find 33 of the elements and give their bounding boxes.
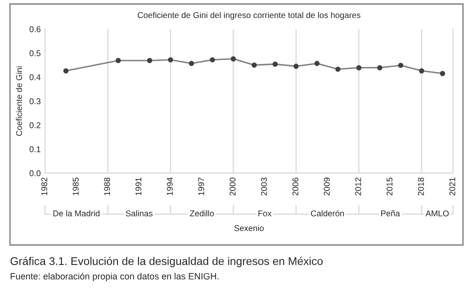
y-tick-label: 0.4 <box>30 74 41 80</box>
x-tick-label: 2009 <box>324 178 330 196</box>
x-tick-label: 1994 <box>166 177 173 196</box>
x-tick-label: 1985 <box>72 178 79 196</box>
y-axis-title: Coeficiente de Gini <box>16 66 22 136</box>
text: Salinas <box>126 210 153 216</box>
y-tick-label: 0.3 <box>30 98 40 104</box>
x-tick-label: 2000 <box>230 178 236 196</box>
text: Zedillo <box>190 210 214 216</box>
x-tick-label: 1988 <box>104 178 110 196</box>
y-tick-label: 0.1 <box>30 146 40 152</box>
x-tick-label: 2012 <box>355 178 362 196</box>
x-tick-label: 2003 <box>261 178 267 196</box>
x-tick-label: 2021 <box>449 178 456 196</box>
text: Fox <box>258 210 272 216</box>
y-tick-label: 0.5 <box>30 50 40 56</box>
y-tick-label: 0.0 <box>30 170 41 176</box>
x-axis-title: Sexenio <box>234 224 264 232</box>
x-tick-label: 2015 <box>386 178 392 196</box>
text: AMLO <box>426 210 449 216</box>
x-tick-label: 1982 <box>41 178 48 196</box>
y-tick-label: 0.6 <box>30 26 40 32</box>
x-tick-label: 2018 <box>418 178 424 196</box>
text: Gráfica 3.1. Evolución de la desigualdad de ingresos en México <box>10 256 323 268</box>
x-tick-label: 1991 <box>135 178 142 196</box>
y-tick-label: 0.2 <box>30 122 40 128</box>
text: Peña <box>381 210 400 216</box>
chart-title: Coeficiente de Gini del ingreso corriente total de los hogares <box>138 12 360 20</box>
x-tick-label: 1997 <box>198 178 204 196</box>
source-note: Fuente: elaboración propia con datos en las ENIGH. <box>10 272 218 282</box>
text: Calderón <box>310 210 344 216</box>
x-tick-label: 2006 <box>292 178 298 196</box>
text: De la Madrid <box>53 210 100 216</box>
